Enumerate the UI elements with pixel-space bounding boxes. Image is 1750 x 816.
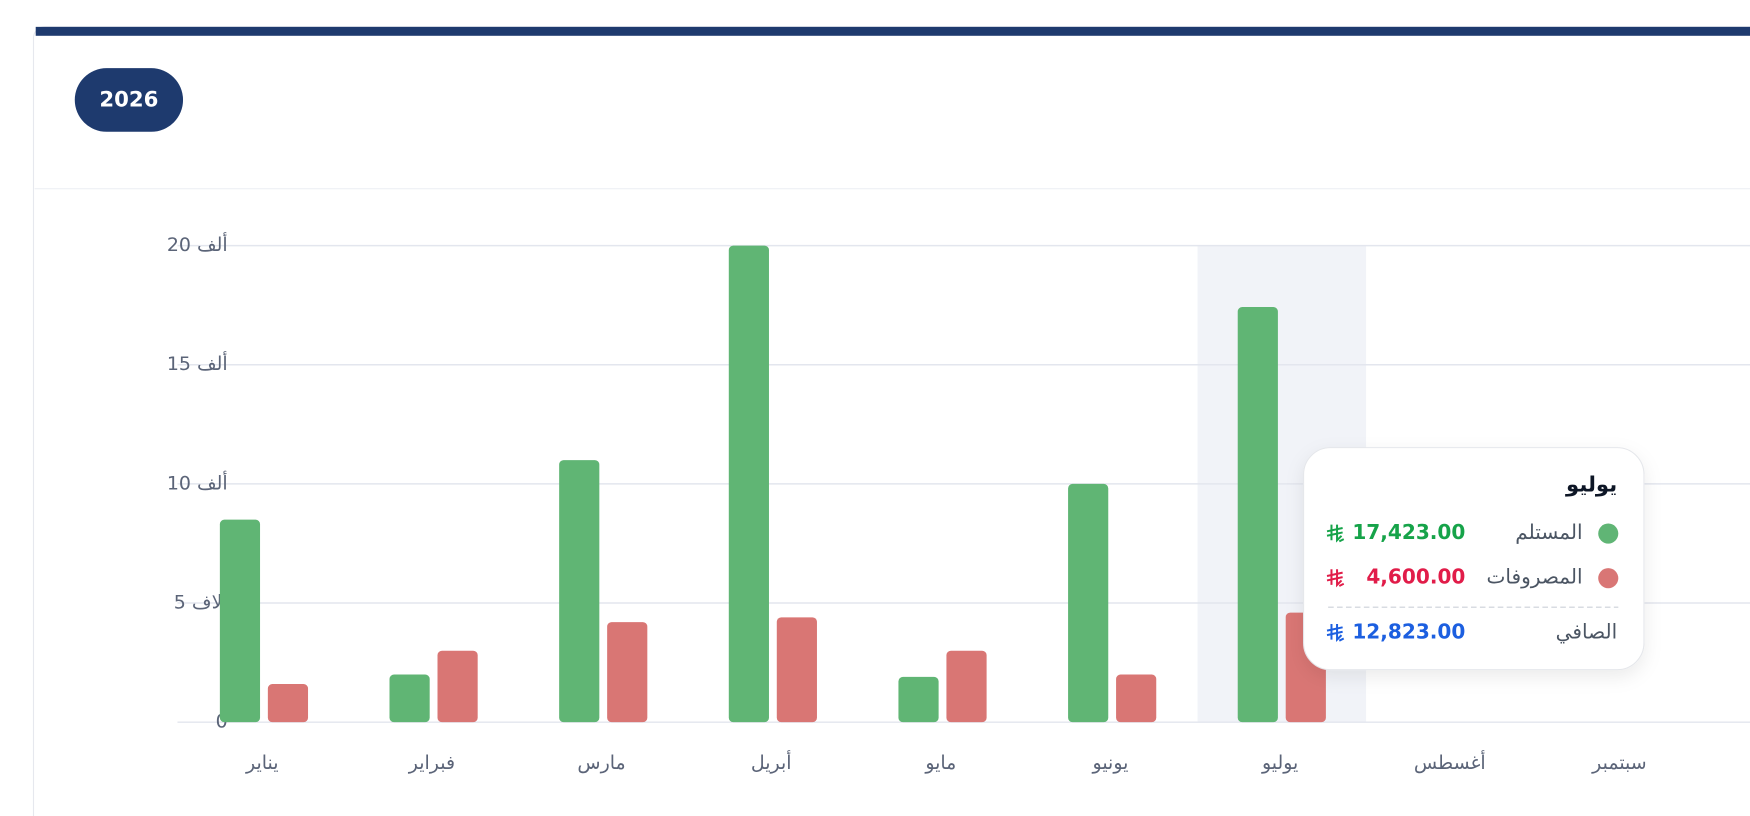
legend-dot [1598,523,1619,544]
bar [559,460,600,723]
y-tick-label: 20 ألف [167,232,228,256]
bar [728,245,769,723]
x-tick-label: يناير [245,752,279,774]
tooltip-label: المستلم [1515,520,1582,544]
y-tick-label: 10 ألف [167,470,228,494]
bar [1116,674,1157,723]
tooltip-value: 4,600.00 [1366,565,1465,589]
x-tick-label: مارس [577,752,625,774]
x-tick-label: مايو [924,752,956,774]
bar [946,650,987,723]
tooltip-label: الصافي [1556,619,1618,644]
tooltip-value: 12,823.00 [1352,619,1465,643]
tooltip-box [1303,447,1645,671]
bar [1068,483,1109,723]
y-tick-label: 15 ألف [167,351,228,375]
x-tick-label: يونيو [1092,752,1129,774]
bar [389,674,430,723]
currency-icon [1326,524,1345,543]
tooltip-label: المصروفات [1486,565,1582,589]
bar [607,622,648,723]
tooltip: يوليو المستلم 17,423.00 المصروفات 4,600.00 ال… [1303,447,1645,671]
x-tick-label: يوليو [1261,752,1298,774]
bar [898,676,939,723]
year-button[interactable] [74,68,184,132]
x-tick-label: أغسطس [1414,750,1486,774]
currency-stroke [1326,524,1345,543]
x-tick-label: فبراير [408,752,455,774]
bar [437,650,478,723]
bar [1237,307,1278,723]
bar [267,684,309,723]
bar [776,617,817,723]
tooltip-title: يوليو [1565,472,1617,497]
tooltip-value: 17,423.00 [1352,520,1465,544]
year-button-label[interactable]: 2026 [99,87,158,112]
currency-icon [1326,623,1345,643]
bar [219,519,261,723]
y-tick-label: 5 آلاف [174,590,229,614]
x-tick-label: سبتمبر [1591,752,1647,774]
card-top-border [35,26,1750,36]
currency-stroke [1326,623,1345,643]
currency-stroke [1326,569,1345,588]
currency-icon [1326,569,1345,588]
x-tick-label: أبريل [751,750,792,774]
legend-dot [1598,568,1619,589]
